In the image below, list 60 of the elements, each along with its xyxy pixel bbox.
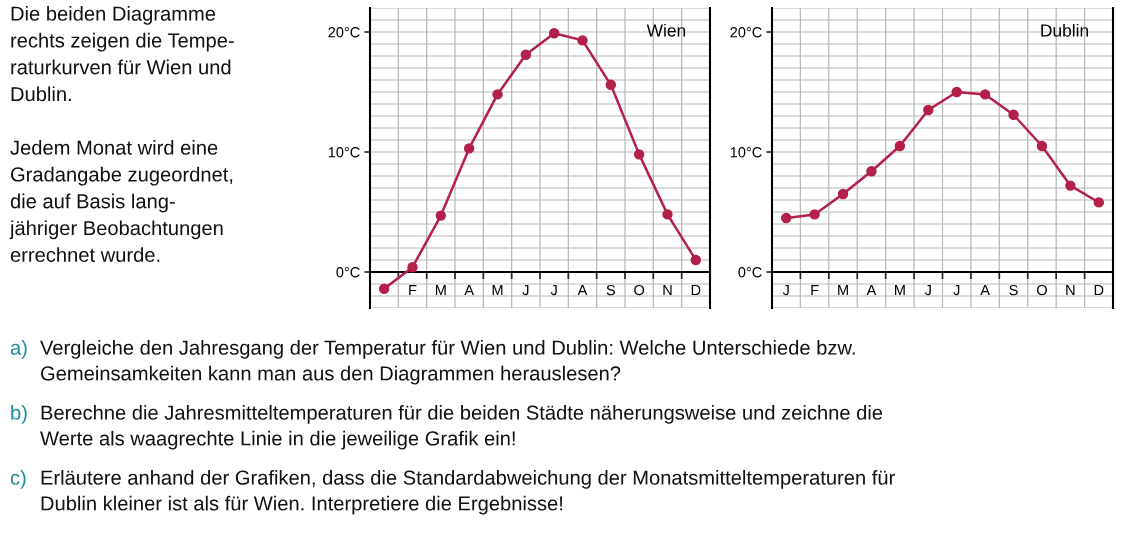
x-tick-label: S <box>1009 284 1018 296</box>
y-tick-label: 20°C <box>730 27 762 38</box>
x-tick-label: J <box>522 285 529 296</box>
point <box>492 89 503 100</box>
point <box>662 209 673 220</box>
point <box>577 35 588 46</box>
point <box>435 210 447 221</box>
x-tick-label: J <box>550 285 557 296</box>
point <box>378 283 390 295</box>
point <box>1036 140 1048 152</box>
text: c) Erläutere anhand der Grafiken, dass die Standardabweichung der Monatsmitteltemperaturen für Dublin kleiner ist als für Wien. Interpretiere die Ergebnisse! <box>10 470 895 515</box>
point <box>1065 180 1076 191</box>
x-tick-label: F <box>811 285 819 296</box>
y-tick-label: 0°C <box>336 267 360 278</box>
x-tick-label: A <box>464 285 474 296</box>
x-tick-label: M <box>435 285 446 296</box>
point <box>520 49 532 61</box>
point <box>780 212 792 224</box>
x-tick-label: M <box>838 285 848 296</box>
y-tick-label: 0°C <box>738 267 762 278</box>
x-tick-label: O <box>1036 284 1047 296</box>
point <box>894 140 906 152</box>
point <box>923 104 934 116</box>
x-tick-label: F <box>409 285 417 296</box>
text: a) Vergleiche den Jahresgang der Temperatur für Wien und Dublin: Welche Unterschiede bzw. Gemeinsamkeiten kann man aus den Diagrammen herauslesen? <box>10 340 855 385</box>
point <box>837 188 849 200</box>
x-tick-label: J <box>953 285 960 296</box>
text: Die beiden Diagramme rechts zeigen die Tempe- raturkurven für Wien und Dublin. <box>11 6 234 102</box>
y-tick-label: 10°C <box>328 147 360 158</box>
point <box>605 79 617 91</box>
x-tick-label: O <box>634 284 645 296</box>
point <box>633 149 645 160</box>
point <box>463 143 475 154</box>
text: Jedem Monat wird eine Gradangabe zugeordnet, die auf Basis lang- jähriger Beobachtungen errechnet wurde. <box>9 140 233 262</box>
x-tick-label: D <box>1094 285 1104 296</box>
x-tick-label: N <box>1066 285 1075 296</box>
x-tick-label: J <box>924 285 931 296</box>
x-tick-label: J <box>782 285 789 296</box>
point <box>690 254 702 266</box>
point <box>979 89 991 100</box>
x-tick-label: A <box>980 285 990 296</box>
text: Wien <box>646 23 686 37</box>
x-tick-label: M <box>895 285 905 296</box>
point <box>951 86 962 98</box>
point <box>866 165 877 177</box>
point <box>407 261 418 273</box>
x-tick-label: A <box>577 285 588 296</box>
point <box>548 27 560 39</box>
text: Dublin <box>1041 23 1089 37</box>
x-tick-label: S <box>606 284 616 296</box>
point <box>1008 109 1019 121</box>
x-tick-label: D <box>691 285 701 296</box>
y-tick-label: 20°C <box>328 27 360 38</box>
text: b) Berechne die Jahresmitteltemperaturen für die beiden Städte näherungsweise und zeichne die Werte als waagrechte Linie in die jeweilige Grafik ein! <box>11 405 883 450</box>
x-tick-label: M <box>492 285 503 296</box>
y-tick-label: 10°C <box>730 147 762 158</box>
point <box>809 209 820 220</box>
point <box>1093 197 1105 208</box>
x-tick-label: N <box>663 285 672 296</box>
x-tick-label: A <box>866 285 877 296</box>
